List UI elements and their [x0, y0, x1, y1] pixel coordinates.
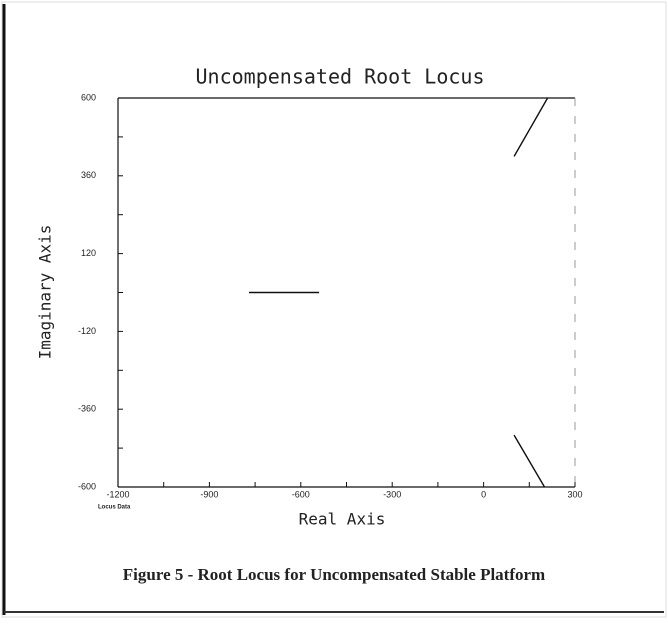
x-tick-label: -300 — [383, 489, 401, 499]
x-tick-label: -600 — [292, 489, 310, 499]
y-tick-label: 600 — [81, 92, 96, 102]
chart-title: Uncompensated Root Locus — [196, 65, 485, 89]
x-tick-label: 300 — [567, 489, 582, 499]
x-tick-label: -900 — [200, 489, 218, 499]
x-tick-label: -1200 — [106, 489, 129, 499]
x-tick-label: 0 — [481, 489, 486, 499]
y-tick-label: -120 — [78, 326, 96, 336]
x-axis-label: Real Axis — [299, 510, 386, 529]
y-axis-label: Imaginary Axis — [36, 225, 55, 360]
figure-caption: Figure 5 - Root Locus for Uncompensated … — [123, 565, 545, 584]
y-tick-label: -600 — [78, 481, 96, 491]
y-tick-label: 360 — [81, 170, 96, 180]
y-tick-label: 120 — [81, 248, 96, 258]
legend-entry: Locus Data — [98, 505, 131, 511]
locus-line — [249, 97, 549, 488]
y-tick-label: -360 — [78, 404, 96, 414]
